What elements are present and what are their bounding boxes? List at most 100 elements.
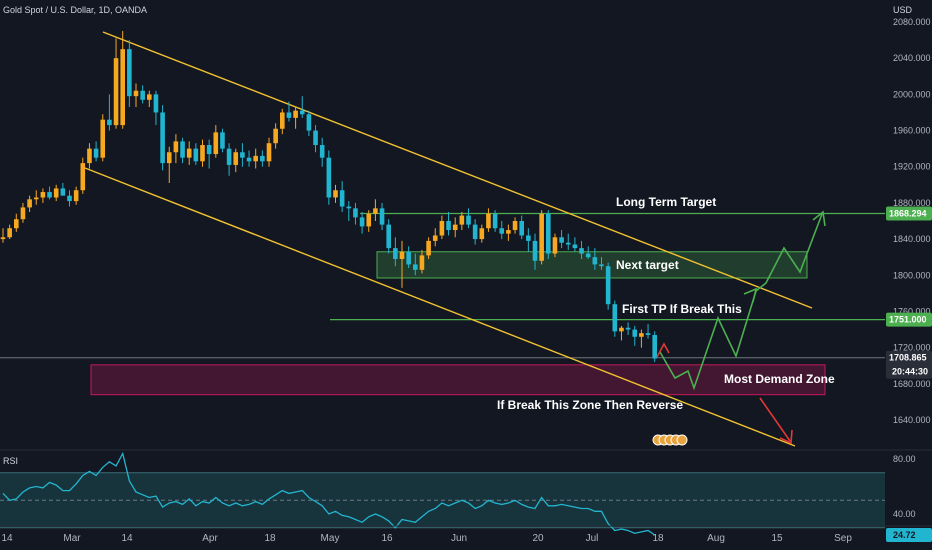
candle-body (40, 192, 46, 198)
level-price-tag (886, 312, 932, 327)
candle-body (206, 145, 212, 155)
level-price-tag (886, 206, 932, 221)
candle-body (180, 141, 185, 158)
candle-body (107, 119, 112, 126)
rsi-title: RSI (3, 456, 18, 466)
bullish-projection-path (659, 213, 823, 391)
candle-body (426, 240, 431, 256)
candle-body (592, 257, 598, 265)
annotations-layer: Long Term Target Next target First TP If… (497, 195, 835, 412)
price-tags: 1868.294 1751.000 1708.865 20:44:30 (886, 206, 932, 379)
arrow-head-icon (656, 342, 670, 358)
projection-layer (656, 210, 826, 445)
event-marker-icon[interactable] (676, 434, 688, 446)
candle-body (346, 206, 352, 209)
candle-body (413, 264, 418, 270)
candle-body (233, 152, 239, 165)
candle-body (645, 333, 651, 335)
candle-body (539, 213, 544, 261)
candle-body (452, 224, 458, 231)
countdown-label: 20:44:30 (892, 367, 928, 377)
candle-body (419, 255, 425, 270)
time-tick-label: Aug (707, 533, 725, 544)
candle-body (492, 213, 498, 229)
candle-body (0, 237, 6, 240)
rsi-value-label: 24.72 (893, 530, 916, 540)
candle-body (153, 94, 159, 113)
time-tick-label: 16 (381, 533, 393, 544)
time-tick-label: Mar (63, 533, 81, 544)
candle-body (559, 237, 564, 243)
candle-body (639, 333, 644, 337)
annotation-long-term-target: Long Term Target (616, 195, 716, 209)
candle-body (133, 90, 139, 97)
candle-body (253, 155, 258, 162)
symbol-title: Gold Spot / U.S. Dollar, 1D, OANDA (3, 5, 147, 15)
candle-body (532, 240, 538, 261)
channel-lower-line (84, 167, 796, 447)
candle-body (67, 195, 72, 202)
candle-body (60, 188, 66, 196)
annotation-break-reverse: If Break This Zone Then Reverse (497, 398, 683, 412)
event-markers[interactable] (652, 434, 688, 446)
candle-body (313, 130, 318, 146)
price-tick-label: 2080.000 (893, 17, 931, 27)
candle-body (186, 148, 192, 158)
candle-body (27, 199, 32, 208)
level-price-label: 1868.294 (889, 208, 927, 218)
candle-body (632, 329, 638, 337)
candle-body (439, 221, 445, 236)
candle-body (326, 157, 332, 198)
candle-body (459, 215, 465, 225)
candle-body (226, 148, 232, 165)
candle-body (612, 304, 618, 332)
price-axis[interactable]: 2080.000 2040.000 2000.000 1960.000 1920.000… (893, 17, 931, 425)
candle-body (246, 157, 252, 162)
candle-body (319, 145, 325, 158)
candle-body (406, 251, 411, 265)
candle-body (166, 152, 172, 164)
candle-body (273, 128, 278, 144)
annotation-next-target: Next target (616, 258, 679, 272)
candle-body (120, 49, 125, 126)
time-tick-label: Jun (451, 533, 467, 544)
candle-body (339, 190, 345, 207)
candle-body (512, 221, 518, 231)
candle-body (280, 112, 285, 129)
time-tick-label: Apr (202, 533, 218, 544)
channel-upper-line (102, 31, 813, 309)
price-tick-label: 1800.000 (893, 270, 931, 280)
candle-body (73, 190, 79, 202)
time-tick-label: Sep (834, 533, 852, 544)
candle-body (519, 221, 524, 236)
candle-body (625, 327, 631, 330)
candle-body (140, 90, 145, 100)
candle-body (432, 235, 438, 241)
candle-body (466, 215, 471, 225)
candles-layer (0, 31, 657, 363)
candle-body (393, 248, 398, 259)
price-tick-label: 1960.000 (893, 126, 931, 136)
time-tick-label: 20 (532, 533, 544, 544)
time-axis[interactable]: 14 Mar 14 Apr 18 May 16 Jun 20 Jul 18 Aug 15 Sep (1, 533, 852, 544)
current-price-label: 1708.865 (889, 353, 927, 363)
time-tick-label: 15 (771, 533, 783, 544)
candle-body (386, 224, 391, 249)
annotation-most-demand-zone: Most Demand Zone (724, 372, 835, 386)
candle-body (286, 112, 292, 118)
channel-layer (84, 31, 813, 447)
candle-body (299, 110, 305, 115)
candle-body (366, 213, 372, 227)
candle-body (506, 230, 511, 234)
candle-body (479, 228, 485, 240)
time-tick-label: Jul (586, 533, 599, 544)
candle-body (486, 213, 491, 229)
candle-body (399, 251, 405, 259)
candle-body (100, 119, 106, 158)
candle-body (472, 224, 478, 240)
rsi-line (2, 451, 656, 536)
time-tick-label: May (321, 533, 340, 544)
demand-zone (90, 364, 826, 396)
candle-body (333, 190, 338, 198)
